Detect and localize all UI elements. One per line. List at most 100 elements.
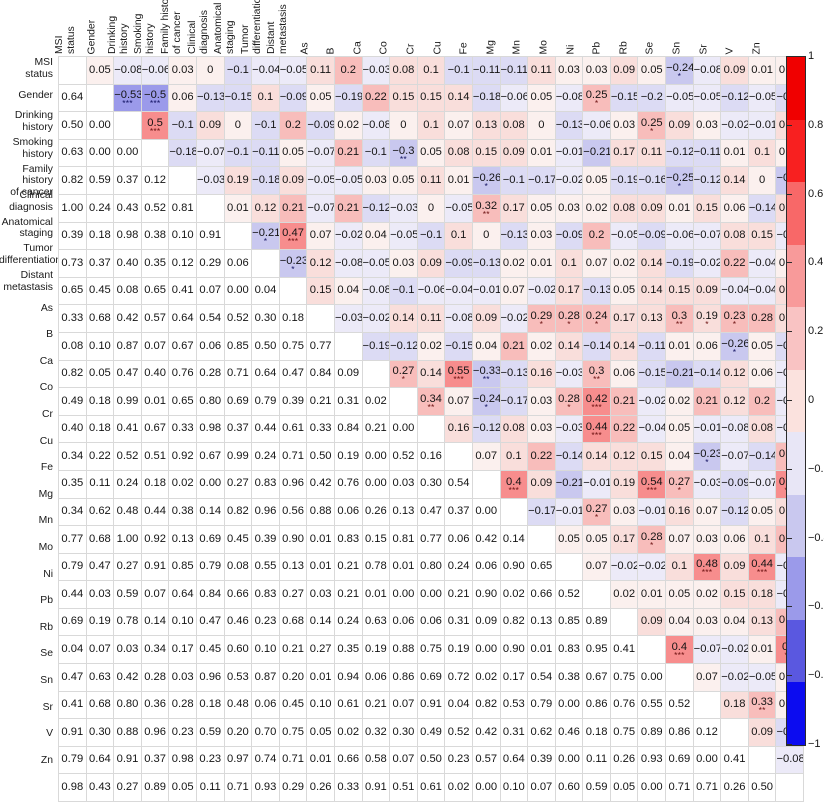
cell-value: −0.02 — [721, 118, 749, 131]
matrix-cell: 0.47 *** — [278, 221, 308, 251]
matrix-cell: −0.17 — [527, 497, 556, 527]
matrix-cell: 0.52 — [140, 193, 170, 223]
cell-value: −0.18 — [472, 91, 500, 104]
matrix-cell: −0.19 — [333, 83, 363, 113]
matrix-row: 0.82 0.59 0.37 0.12 −0.03 0.19 −0.18 0.09 −0.05−… — [58, 166, 805, 195]
matrix-cell: 0.11 — [527, 56, 556, 85]
matrix-cell: 0.26 — [720, 773, 749, 802]
matrix-cell: 0.18 — [85, 414, 115, 444]
cell-value: 0.09 — [530, 477, 553, 490]
matrix-cell: 0.22 — [85, 442, 115, 471]
cell-pvalue: 0.42 — [475, 532, 498, 545]
cell-pvalue: 0.90 — [502, 643, 525, 656]
matrix-cell: 0.17 — [609, 138, 639, 168]
matrix-cell: 0.67 — [582, 663, 611, 692]
cell-value: −0.1 — [447, 63, 470, 76]
column-label-co: Co — [377, 0, 404, 54]
cell-value: 0 — [400, 118, 407, 131]
row-label-fe: Fe — [0, 462, 53, 474]
matrix-cell: 0.06 — [444, 525, 473, 554]
label-line-1: Zn — [40, 754, 53, 766]
label-line-1: Tumor — [239, 24, 251, 54]
matrix-cell: 0.24 — [444, 552, 473, 582]
matrix-cell: 0.50 — [251, 331, 280, 361]
matrix-cell: 0.07 — [444, 387, 473, 416]
cell-pvalue: 0.74 — [254, 753, 277, 766]
significance-stars: *** — [149, 125, 161, 136]
matrix-cell: 0.05 — [306, 83, 335, 113]
matrix-cell: 0.11 — [637, 138, 667, 168]
cell-pvalue: 0.06 — [199, 339, 222, 352]
matrix-cell: 0.2 — [278, 111, 308, 140]
cell-value: −0.06 — [666, 229, 694, 242]
cell-pvalue: 0.47 — [199, 615, 222, 628]
matrix-cell: 0.15 — [306, 276, 335, 306]
matrix-cell: −0.08 — [692, 56, 722, 85]
cell-pvalue: 0.27 — [116, 781, 139, 794]
cell-value: −0.19 — [362, 339, 390, 352]
cell-pvalue: 0.41 — [171, 284, 194, 297]
cell-value: 0.04 — [668, 449, 691, 462]
cell-pvalue: 0.09 — [475, 615, 498, 628]
cell-value: 0.01 — [226, 201, 249, 214]
cell-value: −0.1 — [364, 146, 387, 159]
matrix-cell: 0.31 — [444, 607, 473, 637]
matrix-cell: 0.59 — [85, 166, 115, 195]
cell-value: −0.05 — [334, 173, 363, 186]
matrix-cell-diagonal — [692, 690, 722, 720]
matrix-cell: 0.16 — [444, 414, 473, 444]
cell-pvalue: 0.24 — [89, 201, 111, 214]
cell-value: 0.2 — [285, 118, 301, 131]
matrix-cell: 0.34 — [140, 635, 170, 665]
matrix-cell: 0.4*** — [499, 469, 529, 499]
cell-value: −0.07 — [693, 229, 721, 242]
matrix-cell: 0.06 — [168, 83, 197, 113]
colorbar-tick-mark — [786, 331, 792, 333]
cell-value: −0.03 — [362, 63, 390, 76]
matrix-cell: 0.21 — [609, 387, 639, 416]
cell-value: −0.07 — [307, 146, 335, 159]
row-label-drinking: Drinking history — [0, 110, 53, 133]
matrix-cell: 0.42 — [113, 304, 142, 333]
matrix-cell: 0.05 — [168, 773, 197, 802]
cell-value: −0.02 — [362, 311, 390, 324]
cell-value: 0.1 — [450, 229, 467, 242]
matrix-cell: 0.25 * — [582, 83, 611, 113]
cell-pvalue: 0.23 — [199, 753, 222, 766]
cell-pvalue: 0.47 — [61, 670, 84, 683]
matrix-cell: 0.91 — [361, 773, 391, 802]
matrix-cell: 0.21 — [333, 580, 363, 609]
matrix-cell: −0.03 — [333, 304, 363, 333]
cell-value: 0.03 — [171, 63, 194, 76]
matrix-cell: 0.59 — [195, 718, 225, 747]
matrix-cell-diagonal — [747, 745, 777, 775]
cell-pvalue: 0.71 — [668, 781, 691, 794]
cell-value: −0.21 — [252, 227, 280, 240]
matrix-cell: 0.87 — [251, 663, 280, 692]
column-label-text: Se — [644, 41, 656, 54]
significance-stars: ** — [482, 374, 490, 385]
matrix-cell: 0.06 — [720, 193, 749, 223]
matrix-cell: 0.72 — [444, 663, 473, 692]
matrix-cell: 0.88 — [389, 635, 418, 665]
matrix-row: 0.04 0.07 0.03 0.34 0.17 0.45 0.60 0.10 0.21 0.27… — [58, 635, 805, 665]
matrix-cell: 0.15 — [471, 138, 501, 168]
cell-value: 0.07 — [475, 449, 498, 462]
cell-pvalue: 0.17 — [171, 643, 194, 656]
matrix-cell: 0.18 — [720, 690, 749, 720]
colorbar-tick-mark — [786, 675, 792, 677]
matrix-cell: 0.15 — [361, 525, 391, 554]
cell-pvalue: 0.42 — [309, 477, 332, 490]
matrix-cell: 0.09 — [278, 166, 308, 195]
matrix-cell: 0.42 — [113, 663, 142, 692]
colorbar-segment — [787, 557, 805, 620]
matrix-cell: 0.01 — [637, 580, 667, 609]
cell-value: 0.13 — [751, 615, 774, 628]
matrix-cell: −0.08 — [113, 56, 142, 85]
cell-pvalue: 0.67 — [199, 449, 222, 462]
matrix-cell: 0.08 — [113, 276, 142, 306]
cell-pvalue: 0.52 — [668, 698, 691, 711]
matrix-cell: 0.33 — [168, 414, 197, 444]
significance-stars: * — [677, 484, 682, 495]
matrix-cell: 0.06 — [223, 249, 253, 278]
